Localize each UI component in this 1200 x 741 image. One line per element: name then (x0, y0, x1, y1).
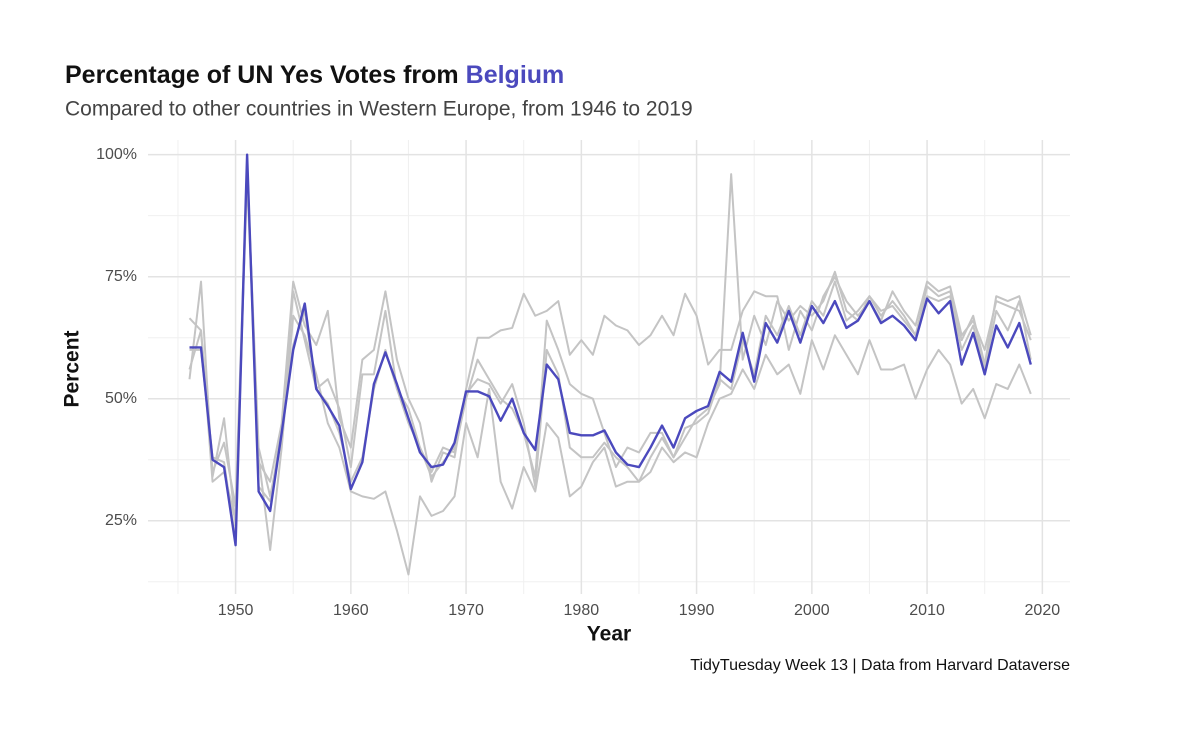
y-tick-label: 25% (105, 512, 137, 529)
x-tick-label: 2000 (794, 602, 830, 619)
y-axis-label: Percent (61, 330, 84, 407)
country-line (189, 158, 1032, 542)
x-axis-label: Year (587, 623, 631, 646)
x-tick-label: 1950 (218, 602, 254, 619)
y-tick-label: 100% (96, 146, 137, 163)
chart-subtitle: Compared to other countries in Western E… (65, 98, 693, 121)
caption: TidyTuesday Week 13 | Data from Harvard … (690, 657, 1070, 674)
country-line (188, 178, 1032, 576)
x-tick-label: 2010 (909, 602, 945, 619)
x-tick-label: 1990 (679, 602, 715, 619)
x-tick-label: 2020 (1025, 602, 1061, 619)
lines (188, 153, 1032, 576)
chart-title: Percentage of UN Yes Votes from (65, 61, 459, 89)
x-tick-label: 1980 (564, 602, 600, 619)
x-tick-label: 1970 (448, 602, 484, 619)
chart-title-wrap: Percentage of UN Yes Votes from Belgium (65, 61, 564, 89)
country-line (188, 163, 1032, 508)
highlight-line (189, 153, 1032, 547)
y-tick-label: 50% (105, 390, 137, 407)
title-highlight: Belgium (466, 61, 565, 89)
x-tick-label: 1960 (333, 602, 369, 619)
y-tick-label: 75% (105, 268, 137, 285)
country-line (188, 168, 1032, 527)
